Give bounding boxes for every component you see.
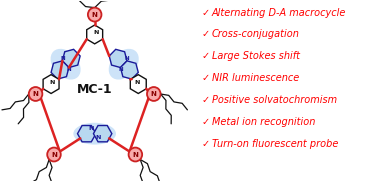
Text: N: N: [135, 80, 140, 85]
Circle shape: [147, 87, 161, 101]
Text: MC-1: MC-1: [77, 82, 113, 96]
Text: ✓: ✓: [201, 117, 209, 127]
Text: N: N: [51, 151, 57, 157]
Ellipse shape: [109, 49, 139, 80]
Text: N: N: [88, 126, 93, 131]
Ellipse shape: [73, 123, 116, 145]
Text: N: N: [151, 91, 157, 97]
Text: N: N: [66, 67, 71, 72]
Circle shape: [129, 148, 142, 161]
Polygon shape: [93, 126, 112, 142]
Text: N: N: [96, 135, 101, 140]
Ellipse shape: [51, 49, 81, 80]
Text: N: N: [92, 12, 98, 18]
Text: N: N: [124, 56, 129, 61]
Polygon shape: [130, 75, 146, 94]
Text: N: N: [93, 30, 98, 35]
Text: Metal ion recognition: Metal ion recognition: [212, 117, 315, 127]
Polygon shape: [62, 49, 80, 68]
Circle shape: [88, 8, 101, 21]
Polygon shape: [121, 61, 138, 79]
Text: Alternating D-A macrocycle: Alternating D-A macrocycle: [212, 8, 346, 18]
Text: N: N: [33, 91, 39, 97]
Text: Large Stokes shift: Large Stokes shift: [212, 51, 300, 61]
Circle shape: [47, 148, 61, 161]
Text: Cross-conjugation: Cross-conjugation: [212, 29, 300, 39]
Text: N: N: [60, 56, 65, 61]
Circle shape: [29, 87, 42, 101]
Text: N: N: [119, 67, 123, 72]
Polygon shape: [109, 49, 127, 68]
Polygon shape: [87, 25, 103, 44]
Text: ✓: ✓: [201, 95, 209, 105]
Text: ✓: ✓: [201, 8, 209, 18]
Polygon shape: [43, 75, 59, 94]
Polygon shape: [51, 61, 69, 79]
Text: ✓: ✓: [201, 139, 209, 149]
Text: N: N: [132, 151, 138, 157]
Text: Positive solvatochromism: Positive solvatochromism: [212, 95, 337, 105]
Text: NIR luminescence: NIR luminescence: [212, 73, 299, 83]
Text: ✓: ✓: [201, 29, 209, 39]
Text: ✓: ✓: [201, 73, 209, 83]
Text: Turn-on fluorescent probe: Turn-on fluorescent probe: [212, 139, 338, 149]
Text: N: N: [50, 80, 55, 85]
Text: ✓: ✓: [201, 51, 209, 61]
Polygon shape: [77, 126, 96, 142]
